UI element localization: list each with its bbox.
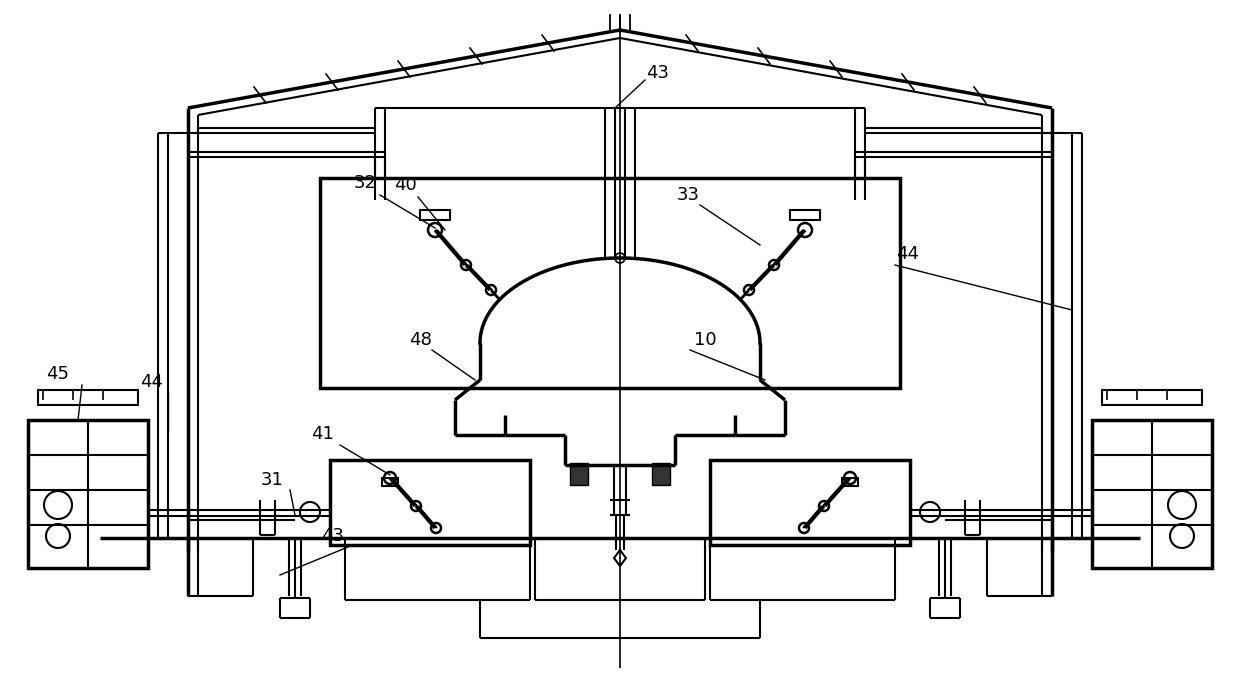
Text: 33: 33 — [677, 186, 699, 204]
Text: 44: 44 — [140, 373, 164, 391]
Text: 43: 43 — [646, 64, 670, 82]
Bar — [330, 460, 529, 545]
Bar — [29, 420, 148, 568]
Text: 43: 43 — [321, 527, 345, 545]
Bar — [842, 478, 858, 486]
Text: 31: 31 — [260, 471, 284, 489]
Text: 40: 40 — [393, 176, 417, 194]
Bar — [382, 478, 398, 486]
Text: 10: 10 — [693, 331, 717, 349]
Bar — [420, 210, 450, 220]
Bar — [790, 210, 820, 220]
Text: 45: 45 — [47, 365, 69, 383]
Bar — [652, 463, 670, 485]
Text: 48: 48 — [408, 331, 432, 349]
Bar — [570, 463, 588, 485]
Bar — [320, 178, 900, 388]
Text: 32: 32 — [353, 174, 377, 192]
Bar — [1102, 390, 1202, 405]
Text: 44: 44 — [897, 245, 920, 263]
Bar — [38, 390, 138, 405]
Bar — [711, 460, 910, 545]
Text: 41: 41 — [310, 425, 334, 443]
Bar — [1092, 420, 1211, 568]
